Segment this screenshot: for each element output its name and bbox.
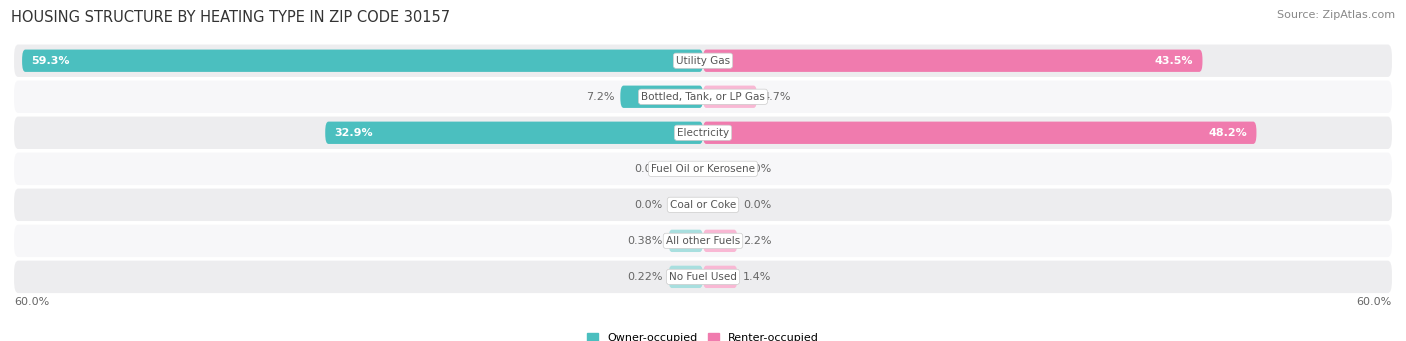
Text: No Fuel Used: No Fuel Used [669,272,737,282]
FancyBboxPatch shape [14,80,1392,113]
FancyBboxPatch shape [14,261,1392,293]
FancyBboxPatch shape [22,49,703,72]
Text: 59.3%: 59.3% [31,56,70,66]
Text: Utility Gas: Utility Gas [676,56,730,66]
FancyBboxPatch shape [325,122,703,144]
Text: 2.2%: 2.2% [744,236,772,246]
FancyBboxPatch shape [14,189,1392,221]
FancyBboxPatch shape [703,122,1257,144]
Legend: Owner-occupied, Renter-occupied: Owner-occupied, Renter-occupied [582,328,824,341]
FancyBboxPatch shape [14,152,1392,185]
Text: 0.38%: 0.38% [627,236,662,246]
FancyBboxPatch shape [703,86,756,108]
FancyBboxPatch shape [14,225,1392,257]
Text: 0.0%: 0.0% [744,164,772,174]
Text: 7.2%: 7.2% [586,92,614,102]
Text: HOUSING STRUCTURE BY HEATING TYPE IN ZIP CODE 30157: HOUSING STRUCTURE BY HEATING TYPE IN ZIP… [11,10,450,25]
FancyBboxPatch shape [669,230,703,252]
Text: 0.0%: 0.0% [744,200,772,210]
FancyBboxPatch shape [703,230,738,252]
FancyBboxPatch shape [620,86,703,108]
FancyBboxPatch shape [669,266,703,288]
Text: 1.4%: 1.4% [744,272,772,282]
Text: 32.9%: 32.9% [335,128,373,138]
Text: Electricity: Electricity [676,128,730,138]
Text: 60.0%: 60.0% [1357,297,1392,307]
FancyBboxPatch shape [14,45,1392,77]
Text: 0.0%: 0.0% [634,200,662,210]
Text: Coal or Coke: Coal or Coke [669,200,737,210]
FancyBboxPatch shape [703,49,1202,72]
Text: Source: ZipAtlas.com: Source: ZipAtlas.com [1277,10,1395,20]
FancyBboxPatch shape [703,266,738,288]
Text: Bottled, Tank, or LP Gas: Bottled, Tank, or LP Gas [641,92,765,102]
Text: All other Fuels: All other Fuels [666,236,740,246]
Text: Fuel Oil or Kerosene: Fuel Oil or Kerosene [651,164,755,174]
Text: 0.22%: 0.22% [627,272,662,282]
Text: 0.0%: 0.0% [634,164,662,174]
Text: 4.7%: 4.7% [762,92,792,102]
FancyBboxPatch shape [14,117,1392,149]
Text: 43.5%: 43.5% [1154,56,1194,66]
Text: 48.2%: 48.2% [1209,128,1247,138]
Text: 60.0%: 60.0% [14,297,49,307]
